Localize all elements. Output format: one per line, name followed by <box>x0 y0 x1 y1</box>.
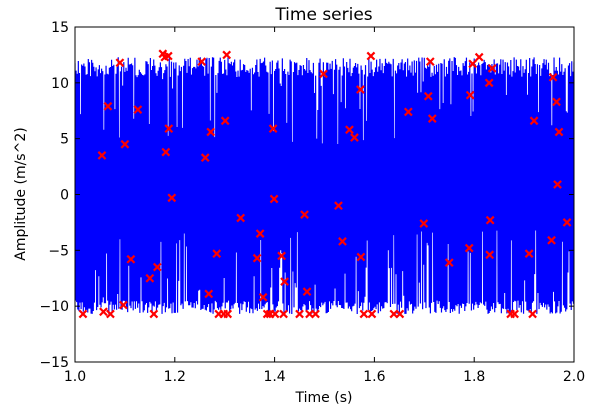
x-marker-point <box>133 105 143 115</box>
x-marker-point <box>103 101 113 111</box>
y-tick-label: −15 <box>39 355 69 371</box>
x-marker-point <box>311 309 320 319</box>
x-marker-point <box>423 91 433 101</box>
x-tick-label: 1.0 <box>64 369 86 385</box>
x-marker-point <box>554 127 564 137</box>
x-marker-point <box>236 213 246 223</box>
x-marker-point <box>356 252 366 262</box>
x-marker-point <box>524 249 534 259</box>
x-axis-ticks: 1.0 1.2 1.4 1.6 1.8 2.0 <box>64 27 585 385</box>
y-tick-label: 0 <box>60 188 69 204</box>
x-marker-point <box>99 307 108 317</box>
x-marker-point <box>270 309 280 319</box>
x-marker-point <box>255 229 265 238</box>
x-tick-label: 1.6 <box>363 369 385 385</box>
x-tick-label: 2.0 <box>563 369 585 385</box>
x-marker-point <box>163 51 173 61</box>
x-marker-point <box>334 201 343 211</box>
x-marker-point <box>115 58 125 68</box>
x-marker-point <box>268 124 278 133</box>
x-marker-point <box>97 151 107 160</box>
x-marker-point <box>206 127 216 137</box>
y-axis-label: Amplitude (m/s^2) <box>13 127 29 260</box>
x-marker-point <box>200 153 210 163</box>
x-marker-point <box>197 57 207 66</box>
x-marker-point <box>485 250 495 260</box>
y-tick-label: 5 <box>60 132 69 148</box>
x-marker-point <box>220 116 230 126</box>
x-marker-point <box>279 309 288 319</box>
signal-line <box>75 57 574 314</box>
x-marker-point <box>262 309 272 319</box>
x-marker-point <box>419 219 429 228</box>
x-marker-point <box>252 253 262 263</box>
x-marker-point <box>552 97 561 107</box>
marker-series-layer <box>78 49 572 319</box>
x-marker-point <box>269 194 279 204</box>
signal-series-layer <box>75 57 574 314</box>
x-marker-point <box>164 124 174 133</box>
x-marker-point <box>425 57 435 66</box>
x-marker-point <box>474 52 484 62</box>
x-marker-point <box>350 133 359 142</box>
x-marker-point <box>120 139 130 149</box>
x-marker-point <box>277 251 286 261</box>
x-marker-point <box>485 215 495 225</box>
x-marker-point <box>528 309 537 319</box>
x-marker-point <box>427 114 437 123</box>
x-marker-point <box>366 51 376 61</box>
x-marker-point <box>547 235 556 245</box>
x-marker-point <box>345 125 354 135</box>
x-tick-label: 1.8 <box>463 369 485 385</box>
x-marker-point <box>302 287 312 297</box>
y-tick-label: −5 <box>48 243 69 259</box>
x-marker-point <box>367 309 377 319</box>
x-marker-point <box>359 309 369 319</box>
x-marker-point <box>149 309 159 319</box>
y-tick-label: −10 <box>39 299 69 315</box>
x-marker-point <box>529 116 539 126</box>
x-marker-point <box>167 193 177 203</box>
x-marker-point <box>300 210 309 219</box>
x-marker-point <box>204 289 214 299</box>
x-marker-point <box>338 237 347 246</box>
x-marker-point <box>319 69 328 79</box>
x-marker-point <box>145 273 155 283</box>
x-marker-point <box>356 85 365 94</box>
chart-title: Time series <box>274 5 372 25</box>
x-axis-label: Time (s) <box>295 390 353 406</box>
x-marker-point <box>444 258 454 267</box>
x-marker-point <box>468 59 478 69</box>
y-axis-ticks: −15 −10 −5 0 5 10 15 <box>39 20 574 371</box>
x-marker-point <box>510 309 519 319</box>
x-marker-point <box>106 309 115 319</box>
y-tick-label: 10 <box>51 76 69 92</box>
x-marker-point <box>484 78 494 88</box>
x-marker-point <box>126 254 136 264</box>
x-marker-point <box>258 292 268 302</box>
x-marker-point <box>395 309 405 319</box>
x-marker-point <box>223 309 233 319</box>
x-marker-point <box>152 262 162 272</box>
x-tick-label: 1.4 <box>263 369 285 385</box>
x-marker-point <box>465 90 475 100</box>
x-marker-point <box>487 63 497 73</box>
x-tick-label: 1.2 <box>164 369 186 385</box>
x-marker-point <box>553 180 562 189</box>
x-marker-point <box>212 249 222 259</box>
x-marker-point <box>119 300 128 310</box>
x-marker-point <box>161 147 171 157</box>
x-marker-point <box>464 243 474 253</box>
x-marker-point <box>295 309 304 319</box>
x-marker-point <box>222 50 232 60</box>
x-marker-point <box>78 309 88 319</box>
y-tick-label: 15 <box>51 20 69 36</box>
x-marker-point <box>280 277 289 286</box>
x-marker-point <box>403 107 413 117</box>
x-marker-point <box>548 72 558 82</box>
x-marker-point <box>562 218 572 227</box>
